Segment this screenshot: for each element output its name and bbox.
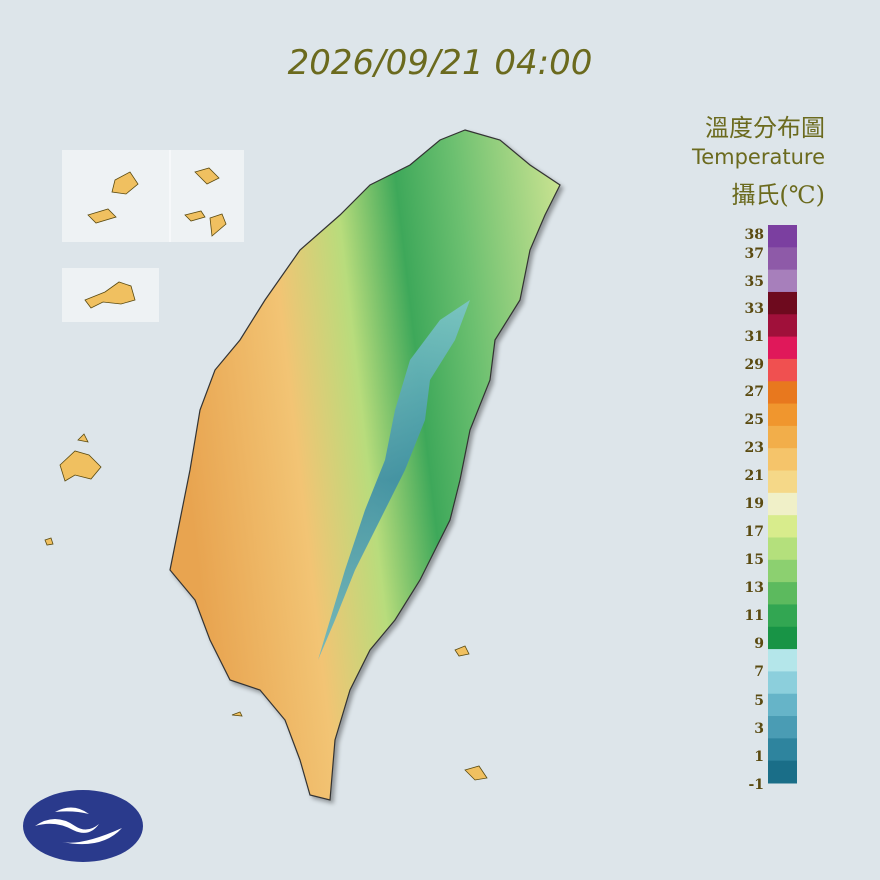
legend-swatch bbox=[768, 515, 797, 538]
legend-swatch bbox=[768, 716, 797, 739]
legend-swatch bbox=[768, 693, 797, 717]
legend-swatch bbox=[768, 269, 797, 293]
legend-label: 37 bbox=[745, 246, 764, 262]
timestamp: 2026/09/21 04:00 bbox=[288, 43, 593, 83]
legend-label: 1 bbox=[754, 749, 764, 765]
legend-label: 35 bbox=[745, 274, 764, 290]
legend-swatch bbox=[768, 649, 797, 672]
legend-label: 29 bbox=[745, 357, 764, 373]
legend-label: 11 bbox=[745, 608, 764, 624]
legend-label: 21 bbox=[745, 468, 764, 484]
islands bbox=[231, 645, 488, 781]
legend-swatch bbox=[768, 336, 797, 360]
islands bbox=[87, 167, 227, 237]
legend-swatch bbox=[768, 358, 797, 382]
legend-label: 13 bbox=[745, 580, 764, 596]
legend-label: 9 bbox=[754, 636, 764, 652]
legend-label: 27 bbox=[745, 384, 764, 400]
legend-label: 15 bbox=[745, 552, 764, 568]
legend-swatch bbox=[768, 760, 797, 784]
legend-swatch bbox=[768, 403, 797, 427]
legend-swatch bbox=[768, 425, 797, 449]
legend-subtitle: Temperature bbox=[691, 145, 825, 169]
legend-swatch bbox=[768, 291, 797, 315]
islands bbox=[44, 433, 102, 546]
legend-swatch bbox=[768, 582, 797, 605]
legend-swatch bbox=[768, 247, 797, 271]
legend-label: -1 bbox=[748, 777, 764, 793]
legend-swatch bbox=[768, 314, 797, 338]
legend-swatch bbox=[768, 671, 797, 695]
legend-swatch bbox=[768, 626, 797, 650]
island bbox=[84, 281, 136, 309]
taiwan bbox=[169, 129, 561, 801]
legend-label: 7 bbox=[754, 664, 764, 680]
legend-swatch bbox=[768, 225, 797, 248]
legend-label: 23 bbox=[745, 440, 764, 456]
legend-label: 3 bbox=[754, 721, 764, 737]
legend-label: 38 bbox=[745, 227, 764, 243]
legend-label: 25 bbox=[745, 412, 764, 428]
legend-swatch bbox=[768, 470, 797, 494]
legend-title: 溫度分布圖 bbox=[705, 114, 825, 142]
mountain-ridge bbox=[318, 300, 470, 660]
legend-swatch bbox=[768, 381, 797, 405]
legend-swatch bbox=[768, 559, 797, 583]
legend-swatch bbox=[768, 448, 797, 472]
legend-label: 33 bbox=[745, 301, 764, 317]
legend-unit: 攝氏(℃) bbox=[731, 181, 825, 209]
logo bbox=[23, 790, 143, 862]
legend-label: 17 bbox=[745, 524, 764, 540]
legend-swatch bbox=[768, 492, 797, 516]
legend-swatch bbox=[768, 738, 797, 762]
legend-swatch bbox=[768, 604, 797, 628]
legend-label: 5 bbox=[754, 693, 764, 709]
legend-label: 19 bbox=[745, 496, 764, 512]
legend-swatch bbox=[768, 537, 797, 561]
legend-label: 31 bbox=[745, 329, 764, 345]
